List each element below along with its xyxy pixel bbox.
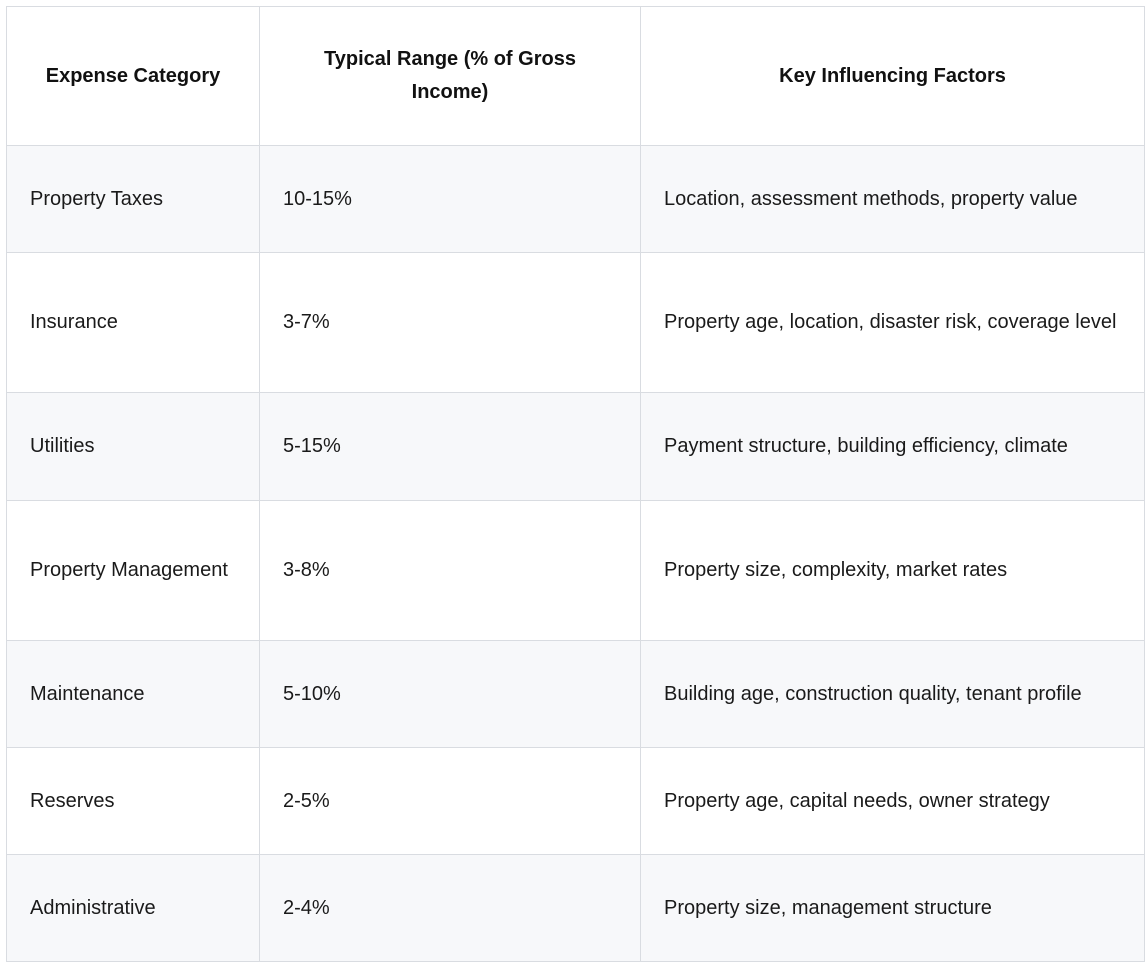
cell-range: 5-15% — [259, 392, 641, 501]
header-row: Expense Category Typical Range (% of Gro… — [6, 6, 1145, 146]
cell-factors: Location, assessment methods, property v… — [640, 145, 1145, 253]
table-row: Property Management 3-8% Property size, … — [6, 500, 1145, 641]
table-row: Property Taxes 10-15% Location, assessme… — [6, 145, 1145, 253]
cell-range: 3-7% — [259, 252, 641, 393]
table-body: Property Taxes 10-15% Location, assessme… — [6, 145, 1145, 962]
cell-category: Insurance — [6, 252, 260, 393]
cell-factors: Property age, location, disaster risk, c… — [640, 252, 1145, 393]
table-header: Expense Category Typical Range (% of Gro… — [6, 6, 1145, 146]
cell-factors: Payment structure, building efficiency, … — [640, 392, 1145, 501]
table-row: Utilities 5-15% Payment structure, build… — [6, 392, 1145, 501]
cell-category: Reserves — [6, 747, 260, 855]
table-row: Reserves 2-5% Property age, capital need… — [6, 747, 1145, 855]
cell-category: Administrative — [6, 854, 260, 962]
cell-factors: Building age, construction quality, tena… — [640, 640, 1145, 748]
expense-table: Expense Category Typical Range (% of Gro… — [6, 6, 1145, 962]
header-typical-range: Typical Range (% of Gross Income) — [259, 6, 641, 146]
cell-range: 3-8% — [259, 500, 641, 641]
cell-factors: Property age, capital needs, owner strat… — [640, 747, 1145, 855]
header-expense-category: Expense Category — [6, 6, 260, 146]
header-key-factors: Key Influencing Factors — [640, 6, 1145, 146]
cell-range: 2-5% — [259, 747, 641, 855]
cell-category: Property Management — [6, 500, 260, 641]
cell-factors: Property size, complexity, market rates — [640, 500, 1145, 641]
cell-range: 2-4% — [259, 854, 641, 962]
cell-range: 10-15% — [259, 145, 641, 253]
table-row: Maintenance 5-10% Building age, construc… — [6, 640, 1145, 748]
cell-range: 5-10% — [259, 640, 641, 748]
table-row: Administrative 2-4% Property size, manag… — [6, 854, 1145, 962]
cell-category: Property Taxes — [6, 145, 260, 253]
cell-category: Utilities — [6, 392, 260, 501]
cell-category: Maintenance — [6, 640, 260, 748]
table-row: Insurance 3-7% Property age, location, d… — [6, 252, 1145, 393]
cell-factors: Property size, management structure — [640, 854, 1145, 962]
